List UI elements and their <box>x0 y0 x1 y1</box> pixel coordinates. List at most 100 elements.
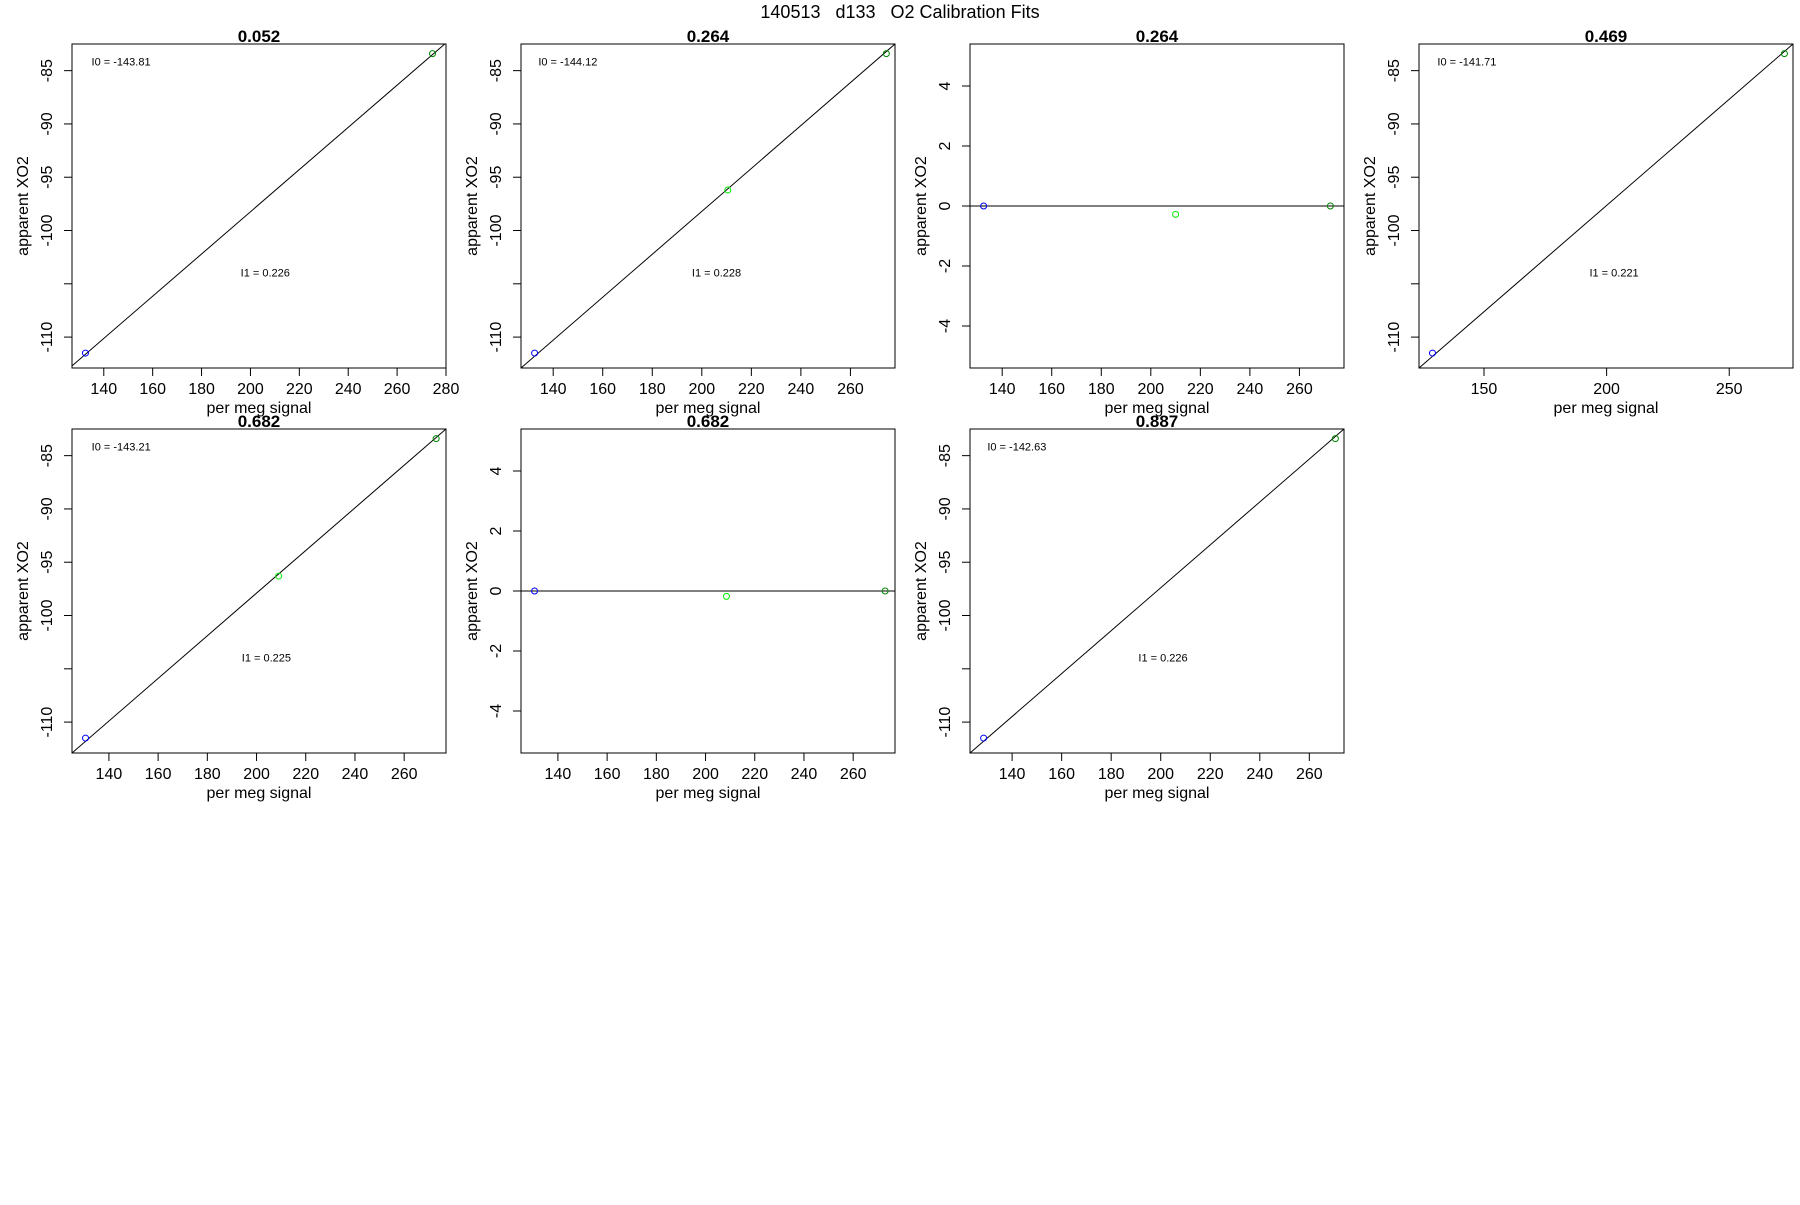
data-point <box>722 592 730 600</box>
x-tick-label: 140 <box>545 766 572 783</box>
fit-line <box>72 429 446 753</box>
data-point <box>881 587 889 595</box>
y-axis-label: apparent XO2 <box>464 156 481 256</box>
y-tick-label: -90 <box>1386 112 1403 135</box>
x-tick-label: 200 <box>243 766 270 783</box>
slope-annotation: I1 = 0.226 <box>1138 652 1187 664</box>
chart-title: 0.264 <box>1136 27 1179 46</box>
intercept-annotation: I0 = -144.12 <box>538 56 597 68</box>
y-tick-label: -110 <box>1386 322 1403 353</box>
y-axis-label: apparent XO2 <box>1362 156 1379 256</box>
x-axis-label: per meg signal <box>1105 785 1210 802</box>
data-point <box>882 50 890 58</box>
y-tick-label: -90 <box>488 112 505 135</box>
x-tick-label: 260 <box>837 381 864 398</box>
y-tick-label: -110 <box>39 707 56 738</box>
data-point <box>531 349 539 357</box>
x-axis-label: per meg signal <box>1554 400 1659 417</box>
x-tick-label: 160 <box>589 381 616 398</box>
fit-line <box>72 44 446 367</box>
chart-title: 0.052 <box>238 27 281 46</box>
x-tick-label: 160 <box>594 766 621 783</box>
x-tick-label: 220 <box>1187 381 1214 398</box>
data-point <box>1331 435 1339 443</box>
chart-panel-5: 0.682 140 160 180 200 220 240 260 per meg signal… <box>15 412 447 802</box>
x-tick-label: 200 <box>1147 766 1174 783</box>
data-point <box>724 186 732 194</box>
x-tick-label: 160 <box>139 381 166 398</box>
x-tick-label: 260 <box>391 766 418 783</box>
x-tick-label: 220 <box>286 381 313 398</box>
y-axis-label: apparent XO2 <box>913 541 930 641</box>
x-tick-label: 240 <box>788 381 815 398</box>
x-tick-label: 220 <box>1197 766 1224 783</box>
x-tick-label: 160 <box>1048 766 1075 783</box>
x-tick-label: 140 <box>96 766 123 783</box>
y-tick-label: -90 <box>39 112 56 135</box>
y-tick-label: 2 <box>937 141 954 150</box>
x-axis-label: per meg signal <box>656 785 761 802</box>
x-tick-label: 250 <box>1716 381 1743 398</box>
data-point <box>1326 202 1334 210</box>
y-axis-label: apparent XO2 <box>15 156 32 256</box>
x-tick-label: 180 <box>639 381 666 398</box>
y-tick-label: -2 <box>488 644 505 658</box>
x-tick-label: 200 <box>688 381 715 398</box>
chart-title: 0.264 <box>687 27 730 46</box>
y-tick-label: -4 <box>488 704 505 718</box>
intercept-annotation: I0 = -142.63 <box>987 441 1046 453</box>
y-tick-label: -90 <box>39 497 56 520</box>
y-tick-label: 0 <box>937 201 954 210</box>
slope-annotation: I1 = 0.225 <box>242 652 291 664</box>
plot-frame <box>520 43 896 369</box>
x-tick-label: 240 <box>1237 381 1264 398</box>
chart-title: 0.469 <box>1585 27 1628 46</box>
y-tick-label: -100 <box>488 214 505 246</box>
y-axis-label: apparent XO2 <box>15 541 32 641</box>
fit-line <box>970 429 1344 753</box>
plot-frame <box>71 43 447 369</box>
data-point <box>1428 349 1436 357</box>
y-tick-label: -85 <box>488 59 505 82</box>
chart-title: 0.887 <box>1136 412 1179 431</box>
chart-panel-7: 0.887 140 160 180 200 220 240 260 per meg signal… <box>913 412 1345 802</box>
x-tick-label: 220 <box>741 766 768 783</box>
data-point <box>81 349 89 357</box>
data-point <box>432 435 440 443</box>
x-tick-label: 200 <box>1137 381 1164 398</box>
x-tick-label: 240 <box>335 381 362 398</box>
x-tick-label: 180 <box>1098 766 1125 783</box>
chart-title: 0.682 <box>238 412 281 431</box>
fit-line <box>1419 44 1793 368</box>
data-point <box>980 734 988 742</box>
x-tick-label: 200 <box>237 381 264 398</box>
y-tick-label: -95 <box>39 166 56 189</box>
slope-annotation: I1 = 0.221 <box>1589 267 1638 279</box>
y-tick-label: -95 <box>39 551 56 574</box>
y-tick-label: -90 <box>937 497 954 520</box>
y-axis-label: apparent XO2 <box>464 541 481 641</box>
x-tick-label: 280 <box>433 381 460 398</box>
y-tick-label: -100 <box>39 599 56 631</box>
y-tick-label: -100 <box>937 599 954 631</box>
x-tick-label: 220 <box>738 381 765 398</box>
x-axis-label: per meg signal <box>656 400 761 417</box>
x-tick-label: 260 <box>384 381 411 398</box>
x-tick-label: 140 <box>90 381 117 398</box>
y-tick-label: 2 <box>488 526 505 535</box>
intercept-annotation: I0 = -143.21 <box>92 441 151 453</box>
chart-panel-4: 0.469 150 200 250 per meg signal -110 -100 -95 -… <box>1362 27 1794 417</box>
x-tick-label: 200 <box>1593 381 1620 398</box>
y-tick-label: -95 <box>488 166 505 189</box>
x-tick-label: 140 <box>989 381 1016 398</box>
y-tick-label: 0 <box>488 586 505 595</box>
y-tick-label: -95 <box>1386 166 1403 189</box>
x-tick-label: 160 <box>1038 381 1065 398</box>
y-tick-label: -95 <box>937 551 954 574</box>
y-tick-label: -2 <box>937 259 954 273</box>
x-tick-label: 180 <box>188 381 215 398</box>
